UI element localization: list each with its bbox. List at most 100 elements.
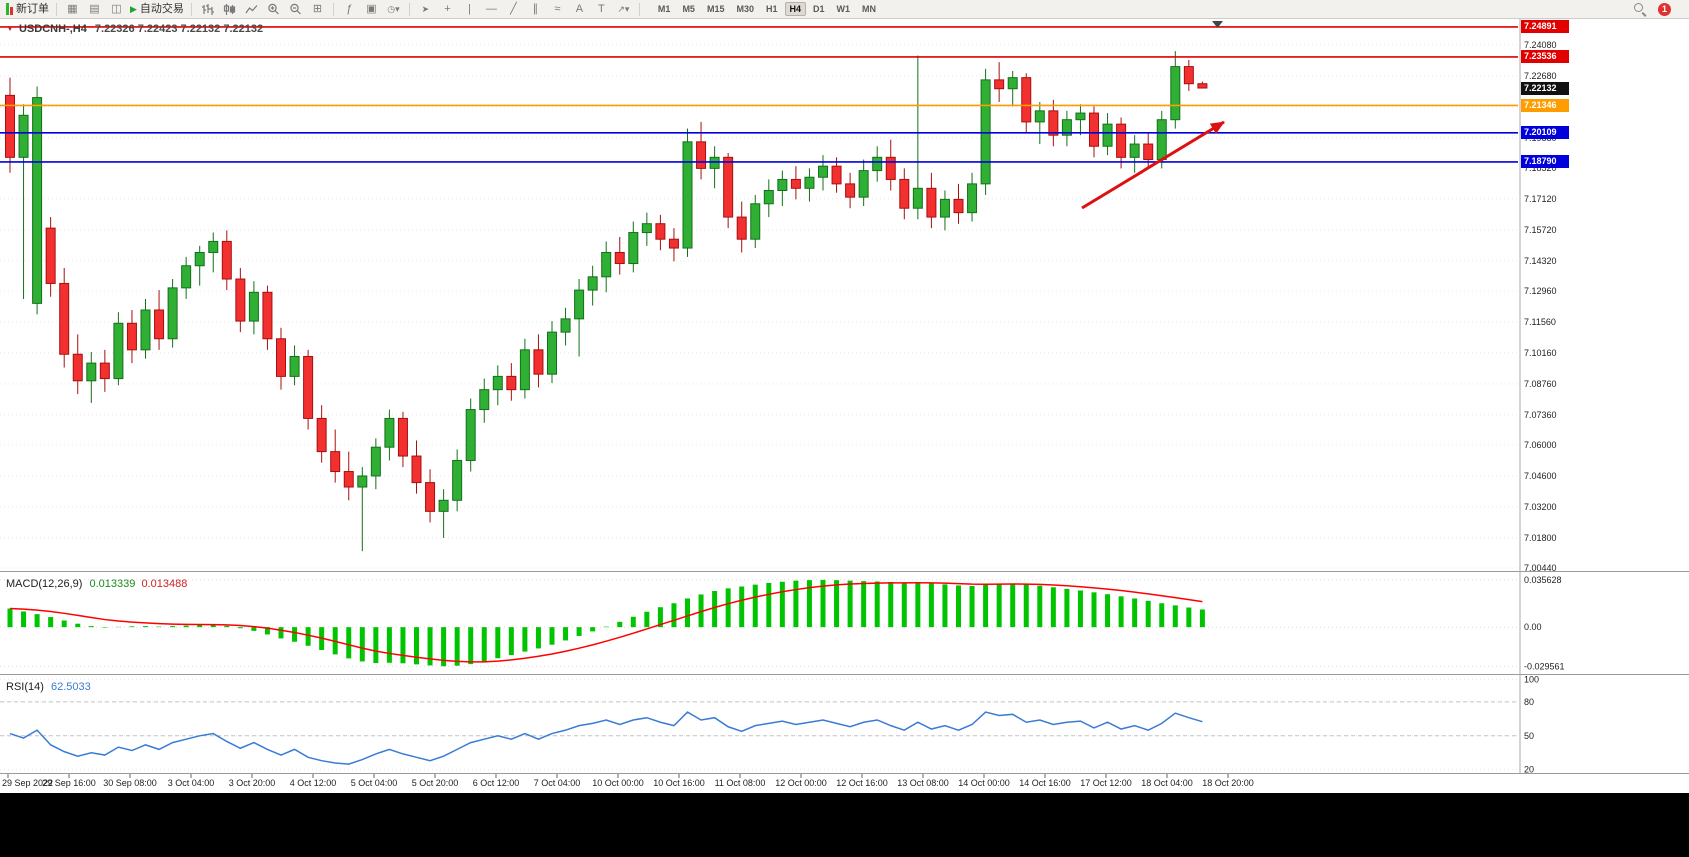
data-window-button[interactable]: ◫ [106,1,127,18]
candle-up [113,322,124,380]
candle-up [181,265,192,289]
indicators-button[interactable]: ƒ [339,1,360,18]
candle-up [858,170,869,198]
toolbar-separator [638,2,640,16]
candle-up [248,291,259,322]
cursor-icon: ➤ [421,3,430,14]
date-label: 14 Oct 00:00 [958,778,1010,788]
date-label: 17 Oct 12:00 [1080,778,1132,788]
candle-down [1183,66,1194,85]
candle-up [912,187,923,209]
profiles-button[interactable]: ▤ [84,1,105,18]
text-label-button[interactable]: T [591,1,612,18]
candle-down [221,240,232,280]
bar-chart-button[interactable] [197,1,218,18]
rsi-axis-label: 50 [1524,731,1534,741]
candlestick-icon [223,3,236,15]
line-chart-button[interactable] [241,1,262,18]
period-dropdown-button[interactable]: ◷ ▾ [383,1,404,18]
price-axis[interactable] [1520,19,1584,773]
new-order-label: 新订单 [16,2,49,15]
candle-down [303,355,314,419]
candle-down [425,482,436,512]
date-label: 14 Oct 16:00 [1019,778,1071,788]
chart-shift-marker[interactable] [1212,21,1223,28]
zoom-out-button[interactable] [285,1,306,18]
charts-grid-icon: ▦ [67,2,78,15]
cursor-button[interactable]: ➤ [415,1,436,18]
timeframe-m15[interactable]: M15 [706,4,725,14]
bottom-strip [0,793,1689,857]
candle-up [628,232,639,265]
horizontal-line-button[interactable]: ― [481,1,502,18]
rsi-axis-label: 80 [1524,697,1534,707]
notification-badge[interactable]: 1 [1658,2,1671,16]
price-axis-label: 7.01800 [1524,533,1557,543]
candle-up [709,156,720,169]
label-tool-icon: T [598,2,605,15]
trendline-icon: ╱ [510,2,517,15]
candle-down [506,375,517,391]
templates-button[interactable]: ▣ [361,1,382,18]
candle-up [140,309,151,351]
date-label: 10 Oct 16:00 [653,778,705,788]
charts-button[interactable]: ▦ [62,1,83,18]
new-order-button[interactable]: 新订单 [4,1,51,18]
auto-trading-button[interactable]: ▶ 自动交易 [128,1,186,18]
timeframe-m5[interactable]: M5 [682,4,695,14]
timeframe-m1[interactable]: M1 [657,4,671,14]
timeframe-w1[interactable]: W1 [836,4,851,14]
candle-down [994,79,1005,90]
candle-down [926,187,937,218]
arrows-button[interactable]: ↗ ▾ [613,1,634,18]
text-button[interactable]: A [569,1,590,18]
crosshair-button[interactable]: + [437,1,458,18]
candle-down [1021,77,1032,123]
timeframe-h1[interactable]: H1 [765,4,778,14]
timeframe-d1[interactable]: D1 [813,4,825,14]
candle-down [411,455,422,484]
candle-down [696,141,707,169]
text-tool-icon: A [575,2,584,15]
candle-down [790,178,801,189]
date-label: 4 Oct 12:00 [290,778,337,788]
trendline-button[interactable]: ╱ [503,1,524,18]
autotrade-play-icon: ▶ [130,3,137,14]
candlestick-chart-button[interactable] [219,1,240,18]
date-label: 5 Oct 20:00 [412,778,459,788]
search-icon[interactable] [1633,2,1647,16]
tile-windows-button[interactable]: ⊞ [307,1,328,18]
clock-icon: ◷ [387,3,396,14]
trend-arrow-annotation[interactable] [1081,120,1225,210]
candle-up [980,79,991,185]
data-window-icon: ◫ [111,2,122,15]
channel-button[interactable]: ∥ [525,1,546,18]
candle-up [32,97,43,304]
date-label: 3 Oct 04:00 [168,778,215,788]
candle-down [397,417,408,457]
date-label: 5 Oct 04:00 [351,778,398,788]
timeframe-m30[interactable]: M30 [736,4,754,14]
rsi-axis-label: 20 [1524,765,1534,775]
candle-up [519,349,530,391]
timeframe-mn[interactable]: MN [862,4,877,14]
timeframe-h4[interactable]: H4 [784,2,807,16]
candle-up [641,223,652,234]
price-axis-label: 7.06000 [1524,440,1557,450]
price-axis-label: 7.04600 [1524,471,1557,481]
toolbar-separator [332,2,334,16]
candle-up [587,276,598,291]
price-axis-label: 7.00440 [1524,563,1557,573]
zoom-in-button[interactable] [263,1,284,18]
vertical-line-button[interactable]: | [459,1,480,18]
candle-up [167,287,178,340]
date-label: 10 Oct 00:00 [592,778,644,788]
candle-up [872,156,883,172]
candle-up [452,459,463,501]
candle-down [1089,112,1099,147]
candle-up [1061,119,1072,136]
fibonacci-button[interactable]: ≈ [547,1,568,18]
candle-down [262,291,273,340]
candle-down [99,362,110,380]
